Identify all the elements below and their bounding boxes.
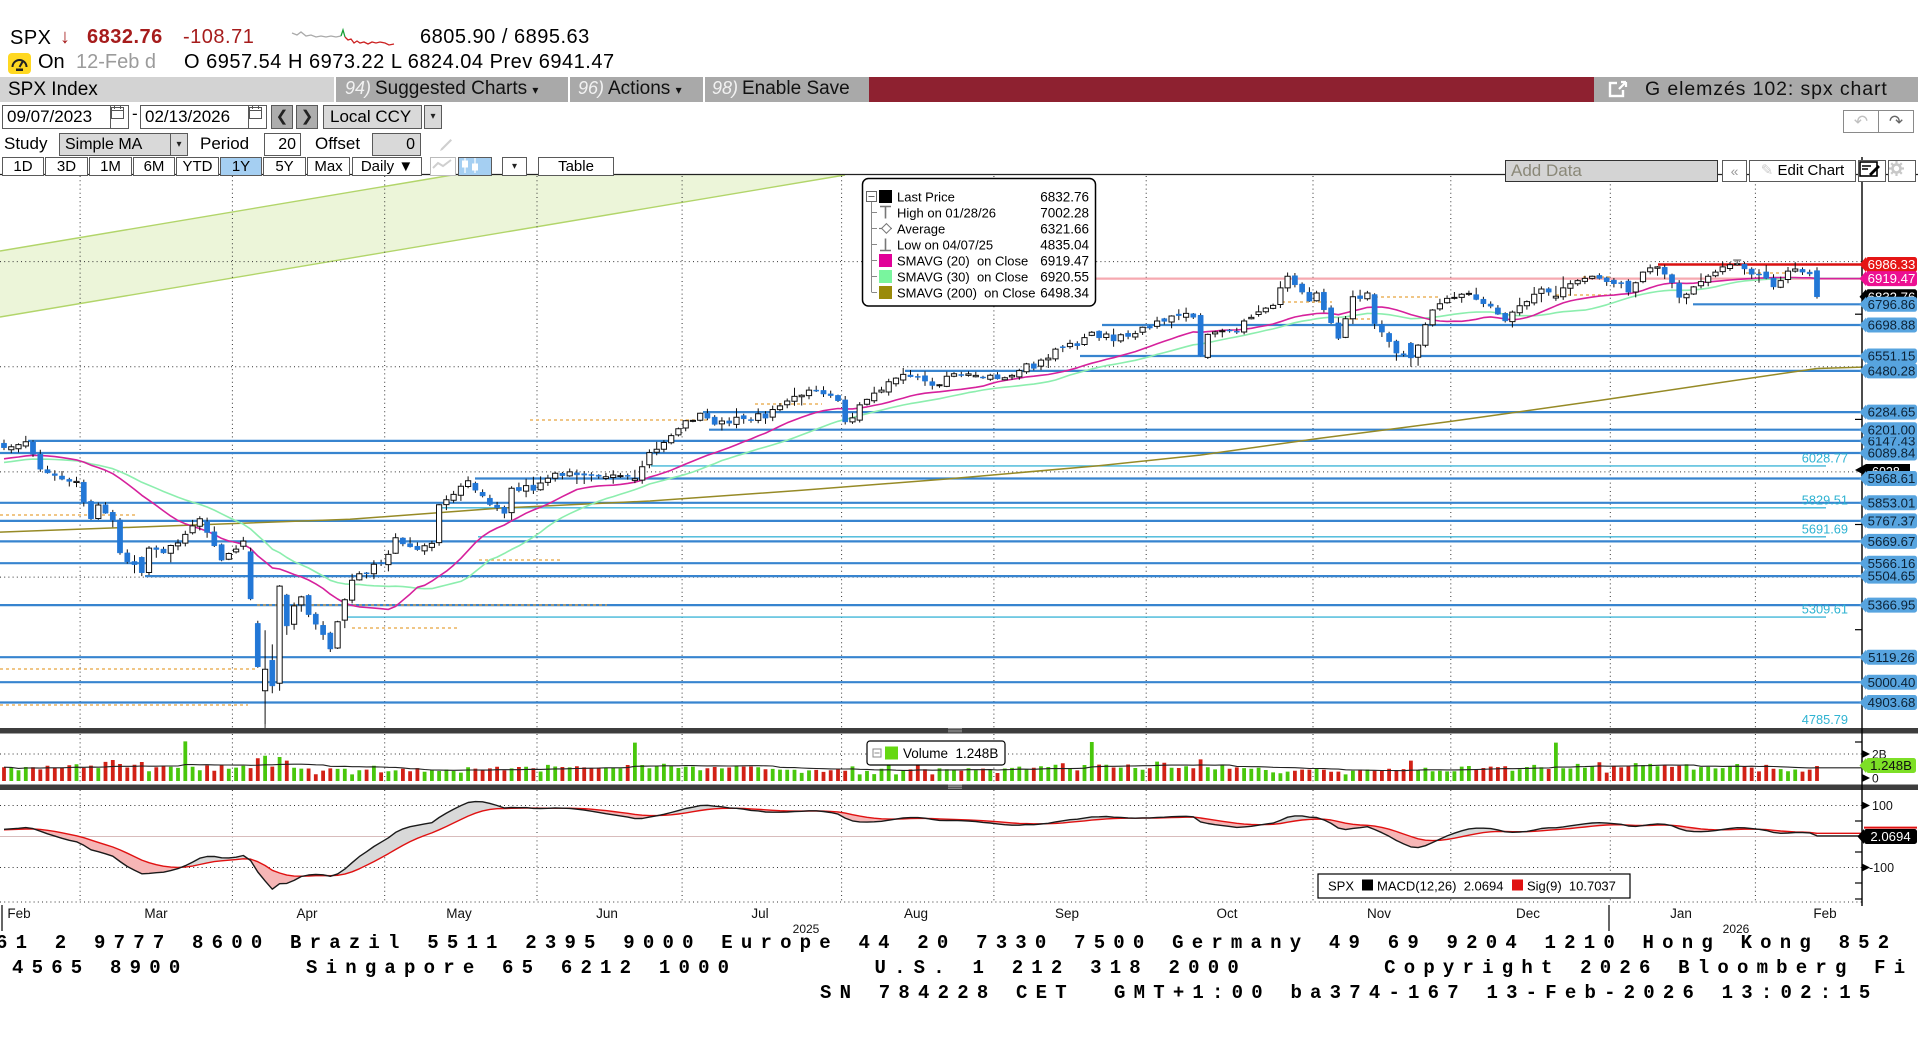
svg-text:Feb: Feb [1813, 906, 1836, 921]
svg-text:6796.86: 6796.86 [1868, 297, 1916, 312]
svg-text:5853.01: 5853.01 [1868, 495, 1916, 510]
svg-text:SMAVG (20) on Close: SMAVG (20) on Close [897, 254, 1028, 269]
svg-text:5829.51: 5829.51 [1802, 492, 1848, 507]
svg-text:5000.40: 5000.40 [1868, 675, 1916, 690]
svg-text:6832.76: 6832.76 [1040, 190, 1089, 205]
svg-text:Jul: Jul [751, 906, 768, 921]
svg-text:100: 100 [1872, 799, 1893, 813]
svg-text:Low on 04/07/25: Low on 04/07/25 [897, 238, 993, 253]
svg-text:SPX: SPX [1328, 879, 1354, 894]
svg-text:7002.28: 7002.28 [1040, 206, 1089, 221]
svg-text:-100: -100 [1869, 861, 1894, 875]
svg-text:Feb: Feb [7, 906, 30, 921]
svg-text:6920.55: 6920.55 [1040, 270, 1089, 285]
svg-text:6321.66: 6321.66 [1040, 222, 1089, 237]
svg-text:2026: 2026 [1723, 922, 1750, 936]
svg-text:Mar: Mar [144, 906, 168, 921]
svg-text:Oct: Oct [1216, 906, 1237, 921]
svg-text:Nov: Nov [1367, 906, 1391, 921]
svg-text:6089.84: 6089.84 [1868, 446, 1916, 461]
svg-text:2025: 2025 [793, 922, 820, 936]
svg-text:5767.37: 5767.37 [1868, 514, 1916, 529]
svg-text:High on 01/28/26: High on 01/28/26 [897, 206, 996, 221]
svg-text:Aug: Aug [904, 906, 928, 921]
svg-text:Dec: Dec [1516, 906, 1540, 921]
svg-text:5968.61: 5968.61 [1868, 471, 1916, 486]
svg-text:5119.26: 5119.26 [1868, 650, 1915, 665]
svg-text:6284.65: 6284.65 [1868, 405, 1916, 420]
svg-text:6498.34: 6498.34 [1040, 286, 1089, 301]
svg-text:4903.68: 4903.68 [1868, 695, 1916, 710]
svg-text:May: May [446, 906, 472, 921]
svg-text:4835.04: 4835.04 [1040, 238, 1089, 253]
svg-text:Jan: Jan [1670, 906, 1692, 921]
svg-text:6201.00: 6201.00 [1868, 422, 1916, 437]
svg-text:1.248B: 1.248B [1870, 758, 1912, 773]
svg-text:5691.69: 5691.69 [1802, 521, 1848, 536]
svg-text:6147.43: 6147.43 [1868, 434, 1916, 449]
svg-text:MACD(12,26) 2.0694: MACD(12,26) 2.0694 [1377, 879, 1503, 894]
svg-text:Apr: Apr [296, 906, 318, 921]
svg-text:5366.95: 5366.95 [1868, 598, 1916, 613]
svg-text:Last Price: Last Price [897, 190, 955, 205]
svg-text:2.0694: 2.0694 [1870, 829, 1910, 844]
svg-text:6480.28: 6480.28 [1868, 364, 1916, 379]
svg-text:6919.47: 6919.47 [1040, 254, 1089, 269]
svg-text:5669.67: 5669.67 [1868, 534, 1916, 549]
svg-text:6551.15: 6551.15 [1868, 349, 1916, 364]
svg-text:6919.47: 6919.47 [1868, 271, 1916, 286]
svg-text:SMAVG (200) on Close: SMAVG (200) on Close [897, 286, 1035, 301]
svg-text:5504.65: 5504.65 [1868, 569, 1916, 584]
svg-text:Sep: Sep [1055, 906, 1079, 921]
svg-text:Volume 1.248B: Volume 1.248B [903, 746, 998, 761]
svg-text:6698.88: 6698.88 [1868, 318, 1916, 333]
svg-text:6028.77: 6028.77 [1802, 450, 1848, 465]
svg-text:0: 0 [1872, 772, 1879, 786]
svg-text:6986.33: 6986.33 [1868, 257, 1916, 272]
svg-text:4785.79: 4785.79 [1802, 712, 1848, 727]
svg-text:SMAVG (30) on Close: SMAVG (30) on Close [897, 270, 1028, 285]
svg-text:Sig(9) 10.7037: Sig(9) 10.7037 [1527, 879, 1616, 894]
svg-text:5566.16: 5566.16 [1868, 556, 1916, 571]
svg-text:Average: Average [897, 222, 945, 237]
svg-text:Jun: Jun [596, 906, 618, 921]
svg-text:5309.61: 5309.61 [1802, 602, 1848, 617]
